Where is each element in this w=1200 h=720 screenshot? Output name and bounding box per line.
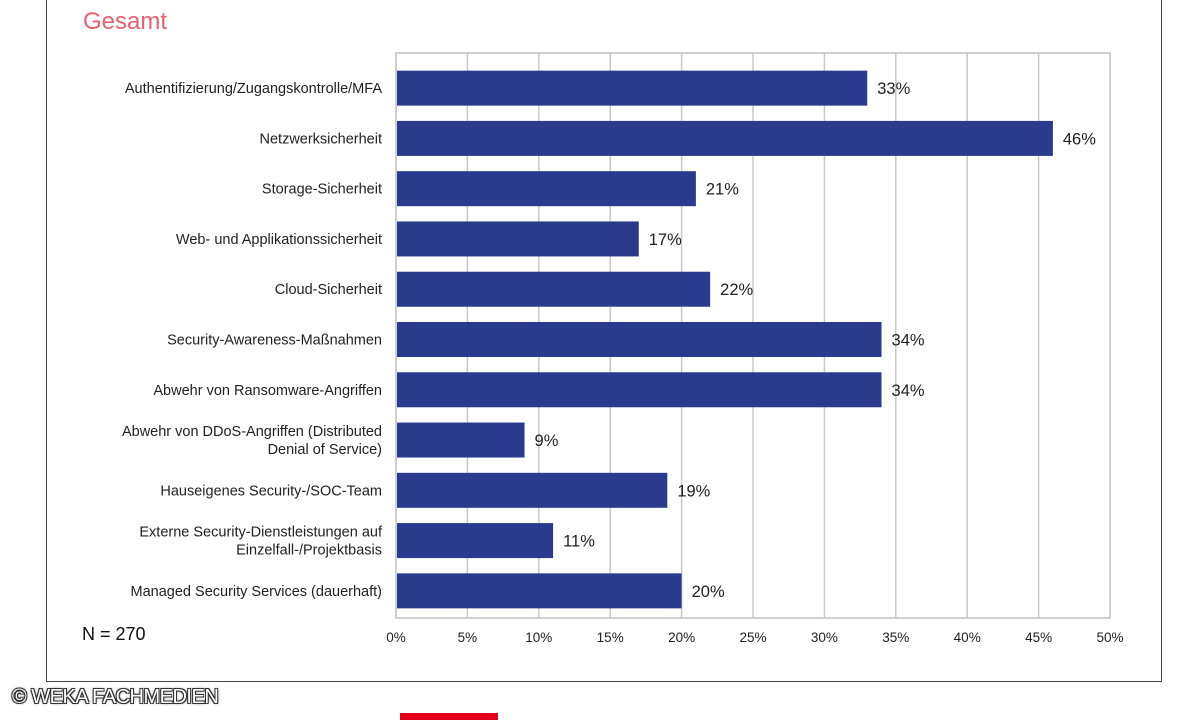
category-label: Storage-Sicherheit — [262, 182, 382, 198]
x-tick-label: 45% — [1025, 630, 1052, 645]
x-tick-labels: 0% 5% 10% 15% 20% 25% 30% 35% 40% 45% 50% — [386, 630, 1123, 645]
chart-subtitle: Gesamt — [83, 8, 168, 35]
x-tick-label: 5% — [458, 630, 478, 645]
x-tick-label: 15% — [597, 630, 624, 645]
bar — [397, 573, 682, 609]
value-label: 46% — [1063, 130, 1096, 148]
value-label: 34% — [892, 382, 925, 400]
value-label: 19% — [677, 482, 710, 500]
bar — [397, 171, 696, 207]
x-tick-label: 50% — [1096, 630, 1123, 645]
value-label: 9% — [535, 432, 559, 450]
category-label: Abwehr von DDoS-Angriffen (Distributed — [122, 424, 382, 440]
category-label: Web- und Applikationssicherheit — [176, 232, 382, 248]
bar — [397, 120, 1053, 156]
value-label: 21% — [706, 181, 739, 199]
x-tick-label: 25% — [739, 630, 766, 645]
category-label: Externe Security-Dienstleistungen auf — [139, 525, 383, 541]
x-tick-label: 35% — [882, 630, 909, 645]
bar — [397, 221, 639, 257]
category-label: Denial of Service) — [268, 442, 382, 458]
x-tick-label: 20% — [668, 630, 695, 645]
value-label: 22% — [720, 281, 753, 299]
logo-fragment — [400, 713, 498, 720]
category-labels: Authentifizierung/Zugangskontrolle/MFA Ne… — [122, 81, 383, 600]
value-labels: 33% 46% 21% 17% 22% 34% 34% 9% 19% 11% 20% — [535, 80, 1097, 601]
category-label: Authentifizierung/Zugangskontrolle/MFA — [125, 81, 382, 97]
x-tick-label: 10% — [525, 630, 552, 645]
category-label: Abwehr von Ransomware-Angriffen — [153, 383, 382, 399]
category-label: Managed Security Services (dauerhaft) — [131, 584, 382, 600]
value-label: 34% — [892, 332, 925, 350]
bar — [397, 472, 668, 508]
category-label: Security-Awareness-Maßnahmen — [167, 333, 382, 349]
category-label: Hauseigenes Security-/SOC-Team — [160, 483, 382, 499]
x-tick-label: 40% — [954, 630, 981, 645]
value-label: 20% — [692, 583, 725, 601]
bar — [397, 372, 882, 408]
bar — [397, 422, 525, 458]
category-label: Netzwerksicherheit — [260, 131, 383, 147]
category-label: Cloud-Sicherheit — [275, 282, 382, 298]
x-tick-label: 0% — [386, 630, 406, 645]
value-label: 33% — [877, 80, 910, 98]
bar — [397, 271, 711, 307]
sample-size-label: N = 270 — [82, 624, 146, 644]
bar — [397, 322, 882, 357]
bars — [397, 70, 1053, 609]
value-label: 11% — [563, 533, 595, 551]
bar — [397, 523, 554, 559]
copyright-notice: © WEKA FACHMEDIEN — [12, 686, 219, 708]
category-label: Einzelfall-/Projektbasis — [236, 543, 382, 559]
bar — [397, 70, 868, 106]
x-tick-label: 30% — [811, 630, 838, 645]
value-label: 17% — [649, 231, 682, 249]
